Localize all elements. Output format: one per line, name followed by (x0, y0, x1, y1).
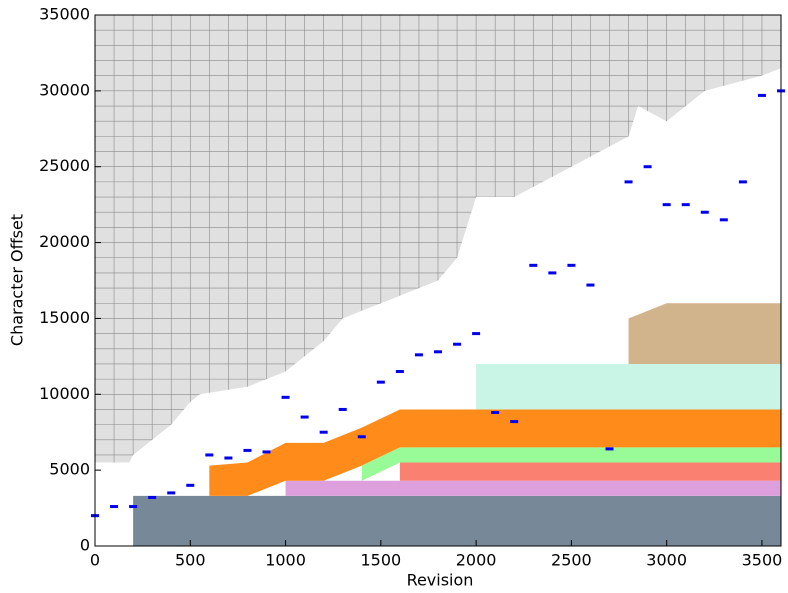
point (205, 453, 214, 457)
point (491, 410, 500, 414)
point (586, 283, 595, 287)
point (738, 180, 747, 184)
x-tick-label: 1500 (360, 551, 401, 570)
point (453, 342, 462, 346)
y-tick-label: 15000 (39, 308, 90, 327)
point (376, 380, 385, 384)
point (129, 505, 138, 509)
layer-area (628, 303, 781, 364)
point (414, 353, 423, 357)
point (624, 180, 633, 184)
point (605, 447, 614, 451)
point (186, 483, 195, 487)
point (757, 93, 766, 97)
point (357, 435, 366, 439)
point (529, 263, 538, 267)
point (662, 203, 671, 207)
y-tick-label: 30000 (39, 80, 90, 99)
point (243, 448, 252, 452)
point (262, 450, 271, 454)
layer-area (133, 495, 782, 546)
x-tick-label: 0 (90, 551, 100, 570)
y-axis-label: Character Offset (8, 214, 27, 346)
x-tick-label: 1000 (265, 551, 306, 570)
plot-frame (94, 14, 782, 547)
point (148, 495, 157, 499)
x-axis-label: Revision (407, 571, 474, 590)
point (719, 218, 728, 222)
point (510, 420, 519, 424)
point (281, 395, 290, 399)
x-tick-label: 2500 (551, 551, 592, 570)
y-tick-label: 10000 (39, 384, 90, 403)
point (643, 165, 652, 169)
y-tick-label: 25000 (39, 156, 90, 175)
y-tick-label: 20000 (39, 232, 90, 251)
y-tick-label: 5000 (49, 460, 90, 479)
point (681, 203, 690, 207)
point (167, 491, 176, 495)
point (395, 370, 404, 374)
layer-area (399, 462, 781, 481)
y-tick-label: 0 (80, 536, 90, 555)
layer-area (361, 447, 781, 481)
point (224, 456, 233, 460)
x-tick-label: 500 (175, 551, 206, 570)
layer-area (285, 480, 781, 496)
y-tick-label: 35000 (39, 5, 90, 24)
x-tick-label: 3500 (742, 551, 783, 570)
point (110, 505, 119, 509)
x-tick-label: 3000 (646, 551, 687, 570)
point (300, 415, 309, 419)
point (567, 263, 576, 267)
point (319, 430, 328, 434)
point (700, 210, 709, 214)
point (434, 350, 442, 354)
point (338, 407, 347, 411)
point (472, 332, 481, 336)
layer-area (209, 409, 782, 496)
point (548, 271, 557, 275)
x-tick-label: 2000 (456, 551, 497, 570)
layer-area (476, 363, 781, 410)
